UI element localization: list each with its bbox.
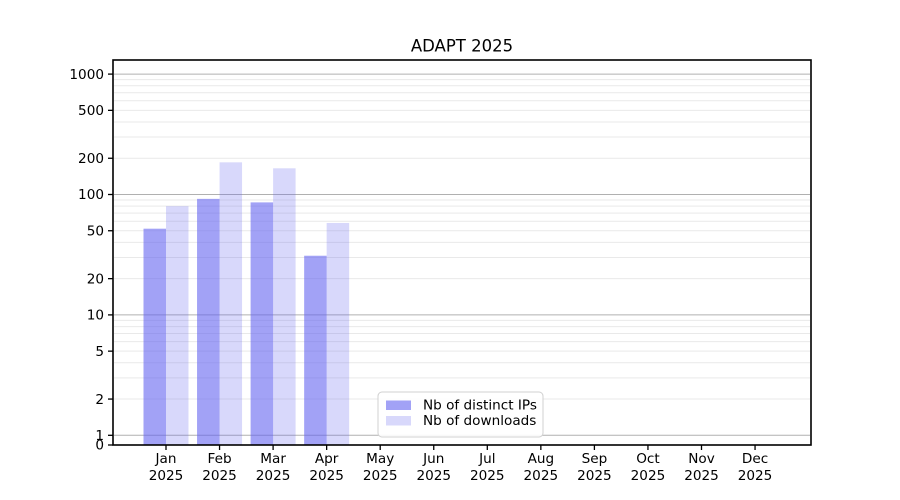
y-tick-label: 10 (87, 308, 104, 324)
y-tick-label: 5 (95, 344, 104, 360)
x-tick-label-month: Aug (528, 451, 555, 467)
plot-border (112, 59, 812, 446)
y-tick-label: 0 (95, 438, 104, 454)
y-tick-label: 2 (95, 392, 104, 408)
x-tick-label-year: 2025 (470, 468, 505, 484)
y-tick-label: 1000 (69, 67, 104, 83)
x-tick-label-month: Dec (742, 451, 768, 467)
x-tick-label-year: 2025 (202, 468, 237, 484)
x-tick-label-year: 2025 (309, 468, 344, 484)
x-tick-label-month: Jun (422, 451, 444, 467)
x-tick-label-year: 2025 (631, 468, 666, 484)
x-tick-label-year: 2025 (256, 468, 291, 484)
y-tick-label: 50 (87, 223, 104, 239)
bar-downloads-feb (219, 162, 243, 445)
bar-distinct-ips-mar (250, 202, 274, 445)
x-tick-label-year: 2025 (684, 468, 719, 484)
y-tick-label: 500 (78, 103, 104, 119)
x-tick-label-year: 2025 (524, 468, 559, 484)
x-tick-label-month: Oct (636, 451, 660, 467)
bar-downloads-mar (273, 168, 296, 445)
y-tick-label: 1 (95, 428, 104, 444)
x-tick-label-month: Jul (478, 451, 495, 467)
legend-swatch-1 (386, 416, 411, 426)
x-tick-label-year: 2025 (363, 468, 398, 484)
bar-distinct-ips-feb (197, 198, 220, 445)
x-tick-label-month: Sep (582, 451, 608, 467)
x-tick-label-year: 2025 (577, 468, 612, 484)
legend-label-1: Nb of downloads (423, 413, 536, 429)
bar-series (143, 162, 350, 445)
x-tick-label-year: 2025 (149, 468, 184, 484)
x-tick-label-month: Mar (260, 451, 286, 467)
x-tick-label-year: 2025 (738, 468, 773, 484)
x-tick-label-year: 2025 (416, 468, 451, 484)
x-tick-label-month: Nov (688, 451, 715, 467)
bar-downloads-apr (326, 222, 350, 445)
y-tick-label: 100 (78, 187, 104, 203)
legend-box (377, 391, 544, 438)
x-tick-label-month: Apr (315, 451, 339, 467)
bar-distinct-ips-jan (143, 228, 166, 445)
y-tick-label: 20 (87, 271, 104, 287)
legend-swatch-0 (386, 400, 411, 410)
bar-distinct-ips-apr (304, 255, 327, 445)
y-tick-label: 200 (78, 151, 104, 167)
x-tick-label-month: May (366, 451, 394, 467)
legend-label-0: Nb of distinct IPs (423, 398, 537, 414)
x-tick-label-month: Feb (208, 451, 232, 467)
bar-downloads-jan (166, 206, 189, 445)
x-tick-label-month: Jan (155, 451, 177, 467)
axes: 01251020501002005001000Jan2025Feb2025Mar… (69, 59, 812, 484)
chart-title: ADAPT 2025 (411, 37, 513, 56)
